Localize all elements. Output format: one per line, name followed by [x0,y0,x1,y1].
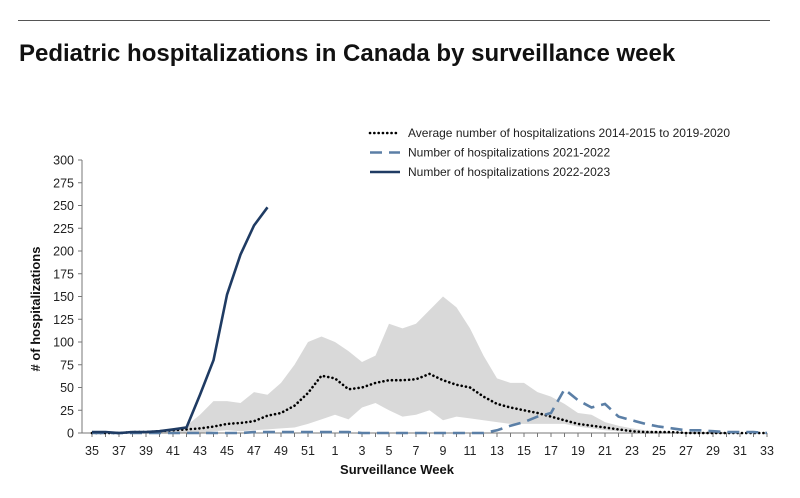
x-tick-label: 39 [139,444,153,458]
y-tick-label: 200 [53,245,74,259]
legend-label: Number of hospitalizations 2022-2023 [408,165,610,179]
legend-label: Number of hospitalizations 2021-2022 [408,146,610,160]
x-tick-label: 21 [598,444,612,458]
legend-item-2021-2022: Number of hospitalizations 2021-2022 [370,146,610,160]
top-divider [18,20,770,21]
x-tick-label: 41 [166,444,180,458]
x-tick-label: 3 [359,444,366,458]
historical-range-band [92,296,767,433]
x-tick-label: 19 [571,444,585,458]
legend-item-average: Average number of hospitalizations 2014-… [368,126,730,140]
y-tick-label: 150 [53,290,74,304]
y-axis-title: # of hospitalizations [28,247,43,372]
y-tick-label: 250 [53,199,74,213]
y-tick-label: 25 [60,404,74,418]
y-tick-label: 100 [53,336,74,350]
y-tick-label: 275 [53,176,74,190]
y-tick-label: 125 [53,313,74,327]
season-2022-2023-line [92,206,269,435]
x-tick-label: 1 [332,444,339,458]
x-tick-label: 33 [760,444,774,458]
x-tick-label: 29 [706,444,720,458]
y-tick-label: 175 [53,267,74,281]
y-tick-label: 225 [53,222,74,236]
y-tick-label: 50 [60,381,74,395]
x-tick-label: 51 [301,444,315,458]
x-tick-label: 35 [85,444,99,458]
y-tick-label: 300 [53,154,74,168]
range-band-area [92,296,767,433]
x-tick-label: 7 [413,444,420,458]
average-series-line [90,372,769,435]
x-tick-label: 9 [440,444,447,458]
x-tick-label: 31 [733,444,747,458]
x-tick-label: 37 [112,444,126,458]
x-tick-label: 23 [625,444,639,458]
season-2021-2022-line [92,387,768,435]
x-tick-label: 49 [274,444,288,458]
y-tick-label: 0 [67,427,74,441]
x-tick-label: 11 [464,444,477,458]
x-tick-label: 25 [652,444,666,458]
chart-legend: Average number of hospitalizations 2014-… [368,126,730,179]
x-tick-label: 13 [490,444,504,458]
legend-item-2022-2023: Number of hospitalizations 2022-2023 [370,165,610,179]
y-tick-label: 75 [60,358,74,372]
x-tick-label: 43 [193,444,207,458]
page-title: Pediatric hospitalizations in Canada by … [19,40,676,67]
x-tick-label: 45 [220,444,234,458]
x-tick-label: 47 [247,444,261,458]
x-tick-label: 15 [517,444,531,458]
x-tick-label: 27 [679,444,693,458]
series-lines [90,206,769,435]
x-tick-label: 5 [386,444,393,458]
x-tick-label: 17 [544,444,558,458]
x-axis-title: Surveillance Week [340,462,455,477]
legend-label: Average number of hospitalizations 2014-… [408,126,730,140]
